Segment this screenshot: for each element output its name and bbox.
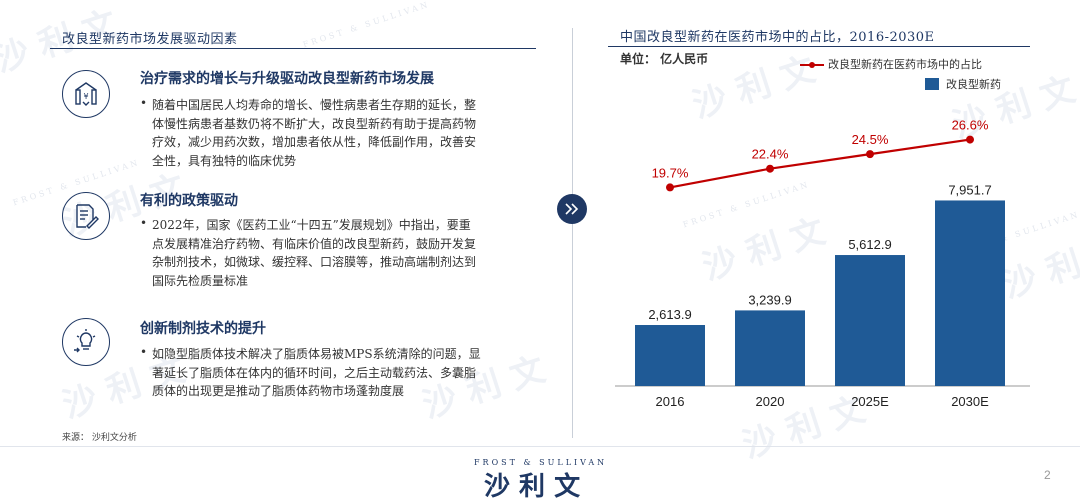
bar bbox=[935, 200, 1005, 386]
x-tick-label: 2020 bbox=[756, 394, 785, 409]
footer-rule bbox=[0, 446, 1080, 447]
line-value-label: 19.7% bbox=[652, 165, 689, 180]
watermark: FROST & SULLIVAN bbox=[301, 0, 432, 50]
bar-value-label: 7,951.7 bbox=[948, 182, 991, 197]
bullet-line: 体慢性病患者基数仍将不断扩大，改良型新药有助于提高药物 bbox=[152, 116, 477, 131]
legend-bar-label: 改良型新药 bbox=[946, 78, 1001, 91]
left-section-title: 改良型新药市场发展驱动因素 bbox=[62, 32, 238, 47]
x-tick-label: 2030E bbox=[951, 394, 989, 409]
svg-text:¥: ¥ bbox=[83, 92, 88, 101]
series-line bbox=[669, 138, 971, 189]
bar-value-label: 2,613.9 bbox=[648, 307, 691, 322]
driver-heading: 治疗需求的增长与升级驱动改良型新药市场发展 bbox=[140, 71, 434, 87]
chart-unit: 单位： 亿人民币 bbox=[620, 52, 709, 66]
bullet-line: 随着中国居民人均寿命的增长、慢性病患者生存期的延长，整 bbox=[152, 98, 477, 112]
left-title-rule bbox=[50, 48, 536, 49]
line-value-label: 22.4% bbox=[752, 147, 789, 162]
driver-bullet: 2022年，国家《医药工业“十四五”发展规划》中指出，要重 点发展精准治疗药物、… bbox=[152, 216, 542, 290]
driver-heading: 创新制剂技术的提升 bbox=[140, 321, 266, 337]
vertical-divider bbox=[572, 28, 573, 438]
bullet-line: 2022年，国家《医药工业“十四五”发展规划》中指出，要重 bbox=[152, 218, 471, 232]
innovation-bulb-icon bbox=[74, 329, 96, 353]
x-tick-label: 2016 bbox=[656, 394, 685, 409]
line-value-label: 26.6% bbox=[952, 118, 989, 133]
driver-icon-ring bbox=[62, 318, 110, 366]
line-value-label: 24.5% bbox=[852, 132, 889, 147]
policy-document-icon bbox=[76, 204, 99, 229]
bar bbox=[635, 325, 705, 386]
legend-line-swatch bbox=[800, 62, 824, 68]
bar bbox=[835, 255, 905, 386]
line-point bbox=[866, 150, 874, 159]
bullet-line: 疗效，减少用药次数，增加患者依从性，降低副作用，改善安 bbox=[152, 135, 477, 149]
next-arrow-button[interactable] bbox=[557, 194, 587, 224]
brand-logo: 沙 利 文 bbox=[484, 472, 581, 502]
chart-title: 中国改良型新药在医药市场中的占比，2016-2030E bbox=[620, 30, 935, 45]
driver-bullet: 如隐型脂质体技术解决了脂质体易被MPS系统清除的问题，显 著延长了脂质体在体内的… bbox=[152, 345, 542, 401]
bullet-line: 全性，具有独特的临床优势 bbox=[152, 153, 297, 168]
bullet-marker: • bbox=[140, 345, 148, 359]
bar bbox=[735, 310, 805, 386]
driver-heading: 有利的政策驱动 bbox=[140, 193, 238, 209]
bullet-line: 杂制剂技术，如微球、缓控释、口溶膜等，推动高端制剂达到 bbox=[152, 255, 477, 269]
bar-value-label: 5,612.9 bbox=[848, 237, 891, 252]
bullet-marker: • bbox=[140, 216, 148, 230]
line-point bbox=[766, 164, 774, 173]
page-number: 2 bbox=[1044, 468, 1051, 482]
line-point bbox=[966, 135, 974, 144]
brand-small-text: FROST & SULLIVAN bbox=[474, 458, 608, 467]
bullet-marker: • bbox=[140, 96, 148, 110]
bar-value-label: 3,239.9 bbox=[748, 292, 791, 307]
legend-line-label: 改良型新药在医药市场中的占比 bbox=[828, 58, 982, 71]
legend: 改良型新药在医药市场中的占比 改良型新药 bbox=[800, 56, 1020, 96]
bullet-line: 国际先检质量标准 bbox=[152, 273, 249, 288]
line-point bbox=[666, 183, 674, 192]
driver-bullet: 随着中国居民人均寿命的增长、慢性病患者生存期的延长，整 体慢性病患者基数仍将不断… bbox=[152, 96, 542, 170]
bullet-line: 质体的出现更是推动了脂质体药物市场蓬勃度展 bbox=[152, 384, 405, 398]
bullet-line: 点发展精准治疗药物、有临床价值的改良型新药，鼓励开发复 bbox=[152, 236, 477, 251]
chart-area: 2,613.9 2016 3,239.9 2020 5,612.9 2025E 7,951.… bbox=[615, 118, 1030, 409]
double-chevron-right-icon bbox=[565, 203, 579, 215]
source-note: 来源： 沙利文分析 bbox=[62, 433, 137, 443]
driver-icon-ring bbox=[62, 192, 110, 240]
x-tick-label: 2025E bbox=[851, 394, 889, 409]
money-growth-icon: ¥ bbox=[75, 82, 97, 106]
bullet-line: 如隐型脂质体技术解决了脂质体易被MPS系统清除的问题，显 bbox=[152, 347, 481, 361]
legend-bar-swatch bbox=[925, 78, 939, 90]
chart-title-rule bbox=[608, 46, 1030, 47]
bullet-line: 著延长了脂质体在体内的循环时间，之后主动载药法、多囊脂 bbox=[152, 365, 477, 380]
driver-icon-ring: ¥ bbox=[62, 70, 110, 118]
